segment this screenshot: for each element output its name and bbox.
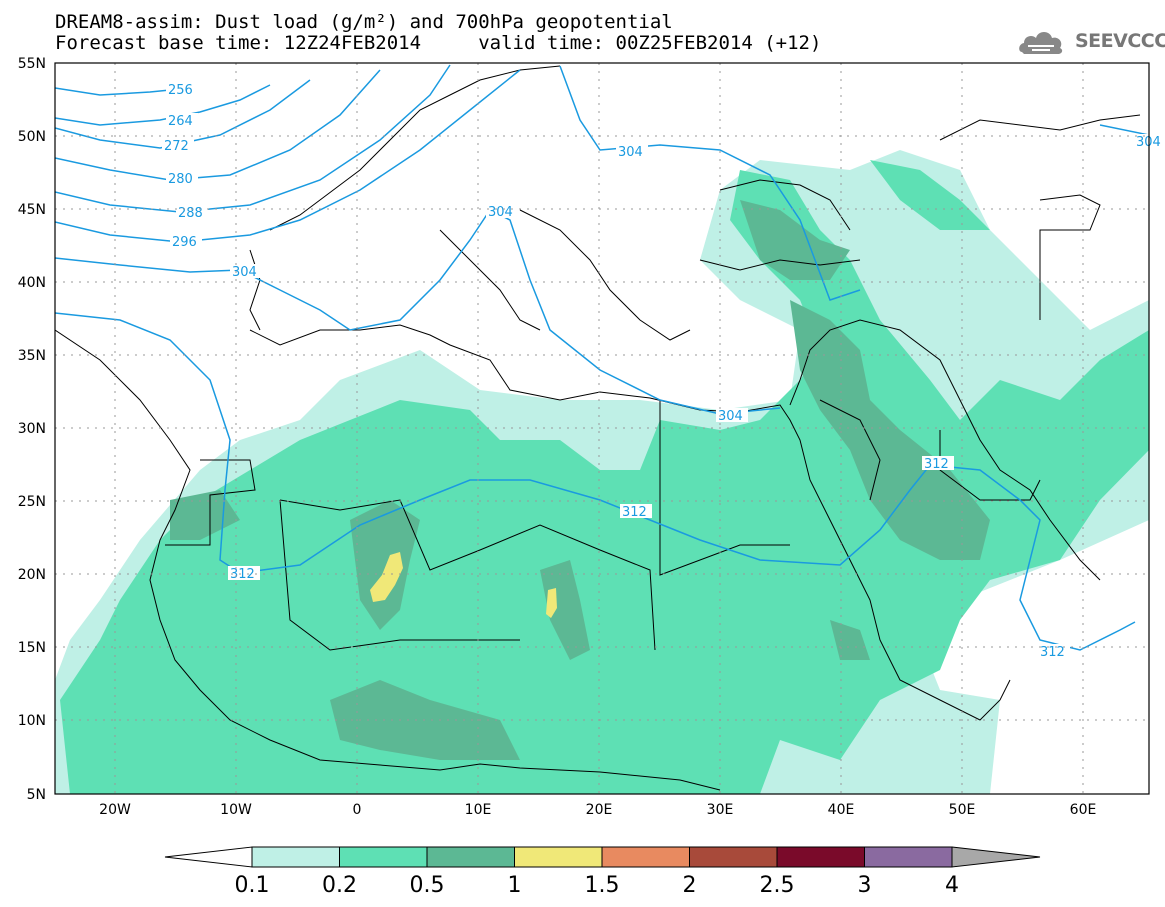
lat-label: 15N	[18, 640, 46, 656]
map-title: DREAM8-assim: Dust load (g/m²) and 700hP…	[55, 11, 673, 33]
lon-label: 10E	[465, 802, 492, 818]
colorbar-tick: 2	[683, 873, 697, 898]
contour-label: 296	[172, 235, 197, 250]
lat-label: 35N	[18, 348, 46, 364]
contour-label: 312	[230, 567, 255, 582]
graticule	[55, 63, 1149, 794]
lat-label: 20N	[18, 567, 46, 583]
colorbar-swatch	[514, 846, 603, 868]
colorbar-tick: 0.5	[410, 873, 445, 898]
lat-label: 40N	[18, 275, 46, 291]
lon-label: 60E	[1070, 802, 1097, 818]
colorbar-tick: 1.5	[585, 873, 620, 898]
lon-label: 40E	[828, 802, 855, 818]
lat-label: 30N	[18, 421, 46, 437]
coastlines	[55, 65, 1141, 791]
colorbar	[164, 846, 1041, 868]
lat-label: 25N	[18, 494, 46, 510]
colorbar-swatch	[601, 846, 690, 868]
contour-label: 272	[164, 139, 189, 154]
contour-label: 304	[488, 205, 513, 220]
colorbar-swatch	[864, 846, 953, 868]
lat-label: 45N	[18, 202, 46, 218]
lon-label: 0	[353, 802, 362, 818]
colorbar-tick: 1	[508, 873, 522, 898]
colorbar-ticks: 0.1 0.2 0.5 1 1.5 2 2.5 3 4	[235, 873, 960, 898]
contour-label: 312	[924, 457, 949, 472]
lon-labels: 20W 10W 0 10E 20E 30E 40E 50E 60E	[99, 802, 1096, 818]
colorbar-swatch	[426, 846, 515, 868]
contour-label: 312	[622, 505, 647, 520]
lon-label: 10W	[220, 802, 252, 818]
logo-text: SEEVCCC	[1075, 30, 1165, 52]
lat-label: 5N	[27, 787, 46, 803]
lon-label: 30E	[707, 802, 734, 818]
colorbar-tick: 0.2	[322, 873, 357, 898]
contour-label: 304	[718, 409, 743, 424]
colorbar-swatch	[251, 846, 340, 868]
colorbar-tick: 2.5	[760, 873, 795, 898]
lat-label: 50N	[18, 129, 46, 145]
contour-label: 280	[168, 172, 193, 187]
lon-label: 50E	[949, 802, 976, 818]
colorbar-swatch	[689, 846, 778, 868]
contour-label: 312	[1040, 645, 1065, 660]
colorbar-low-arrow	[164, 846, 253, 868]
contour-label: 256	[168, 83, 193, 98]
lat-label: 55N	[18, 56, 46, 72]
dust-shading	[55, 150, 1149, 794]
cloud-logo-icon	[1019, 32, 1063, 54]
lat-labels: 55N 50N 45N 40N 35N 30N 25N 20N 15N 10N …	[18, 56, 46, 803]
colorbar-tick: 3	[858, 873, 872, 898]
contour-label: 264	[168, 114, 193, 129]
forecast-time-line: Forecast base time: 12Z24FEB2014 valid t…	[55, 32, 822, 54]
colorbar-high-arrow	[951, 846, 1041, 868]
colorbar-tick: 4	[945, 873, 959, 898]
colorbar-tick: 0.1	[235, 873, 270, 898]
contour-labels: 256 264 272 280 288 296 304 304 304 304 …	[162, 82, 1161, 660]
lat-label: 10N	[18, 713, 46, 729]
contour-label: 304	[232, 265, 257, 280]
lon-label: 20W	[99, 802, 131, 818]
colorbar-swatch	[339, 846, 428, 868]
lon-label: 20E	[586, 802, 613, 818]
contour-label: 288	[178, 206, 203, 221]
map-frame	[54, 62, 1150, 795]
colorbar-swatch	[776, 846, 865, 868]
contour-label: 304	[618, 145, 643, 160]
